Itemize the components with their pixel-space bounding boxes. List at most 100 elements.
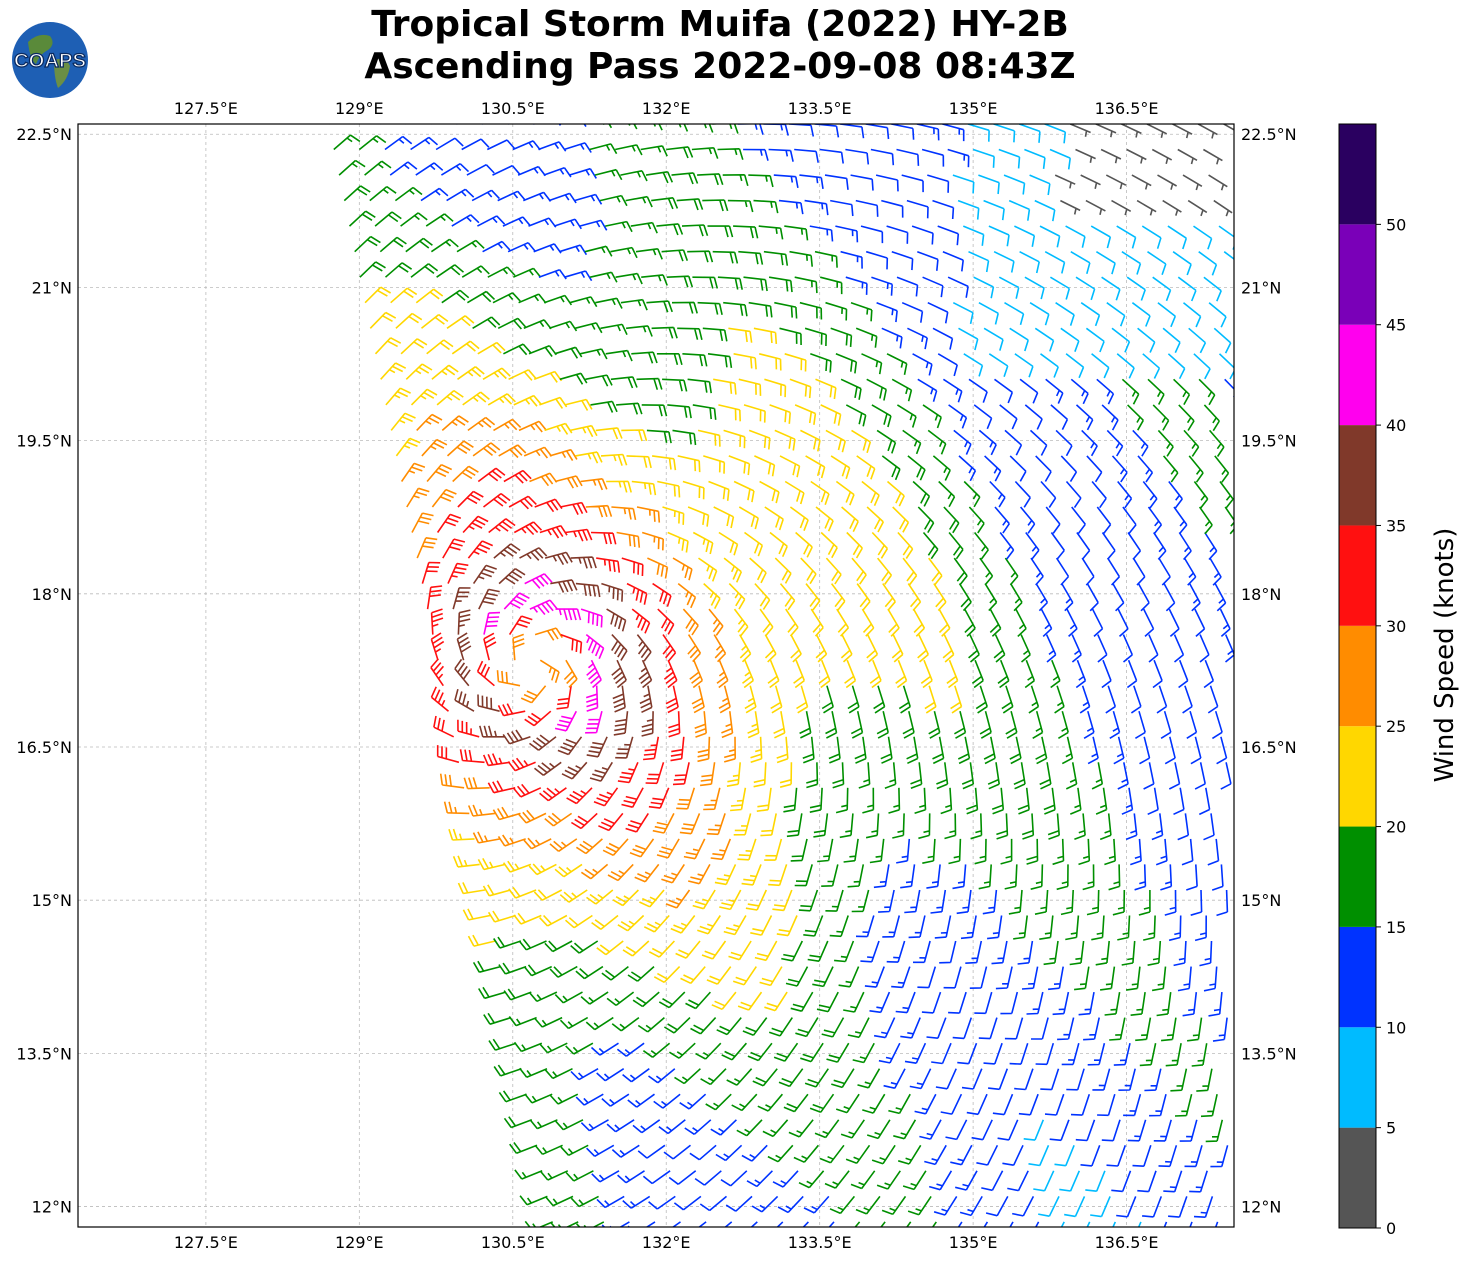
wind-barb bbox=[1212, 1017, 1228, 1042]
lat-tick-label-right: 18°N bbox=[1241, 585, 1281, 604]
wind-barb bbox=[1151, 813, 1164, 841]
wind-barb bbox=[1086, 583, 1099, 612]
wind-barb bbox=[1209, 557, 1222, 586]
wind-barb bbox=[1112, 583, 1125, 612]
wind-barb bbox=[1034, 1221, 1040, 1227]
wind-barb bbox=[884, 762, 897, 789]
wind-barb bbox=[1086, 1221, 1091, 1227]
wind-barb bbox=[1008, 889, 1023, 915]
wind-barb bbox=[1162, 199, 1182, 216]
wind-barb bbox=[788, 1119, 814, 1138]
wind-barb bbox=[616, 1042, 645, 1057]
wind-barb bbox=[565, 528, 593, 542]
wind-barb bbox=[643, 914, 670, 933]
wind-barb bbox=[559, 372, 588, 385]
wind-barb bbox=[843, 838, 859, 863]
wind-barb bbox=[385, 387, 411, 406]
wind-barb bbox=[847, 685, 860, 714]
wind-barb bbox=[907, 455, 926, 481]
wind-barb bbox=[369, 311, 397, 329]
wind-barb bbox=[1101, 404, 1119, 431]
wind-barb bbox=[1109, 1017, 1126, 1041]
wind-barb bbox=[1224, 634, 1234, 663]
wind-barb bbox=[687, 378, 712, 394]
wind-barb bbox=[1211, 710, 1223, 740]
wind-barb bbox=[1141, 225, 1162, 249]
wind-barb bbox=[845, 1144, 871, 1164]
wind-barb bbox=[966, 787, 979, 815]
wind-barb bbox=[843, 991, 865, 1013]
lat-tick-label-left: 21°N bbox=[32, 278, 72, 297]
wind-barb bbox=[971, 659, 984, 689]
lon-tick-label-bottom: 129°E bbox=[335, 1233, 384, 1252]
wind-barb bbox=[703, 455, 726, 474]
wind-barb bbox=[457, 882, 486, 895]
wind-barb bbox=[832, 762, 845, 789]
wind-barb bbox=[1134, 864, 1147, 891]
wind-barb bbox=[799, 174, 824, 190]
wind-barb bbox=[1069, 940, 1085, 966]
wind-barb bbox=[1061, 583, 1074, 612]
wind-barb bbox=[561, 761, 588, 780]
wind-barb bbox=[585, 504, 613, 518]
wind-barb bbox=[1097, 1093, 1116, 1117]
wind-barb bbox=[1091, 608, 1104, 637]
wind-barb bbox=[1132, 429, 1149, 457]
wind-barb bbox=[743, 404, 766, 423]
wind-barb bbox=[781, 940, 804, 962]
wind-barb bbox=[974, 838, 987, 865]
wind-barb bbox=[772, 889, 793, 912]
wind-barb bbox=[876, 557, 893, 585]
wind-barb bbox=[932, 199, 955, 220]
wind-barb bbox=[384, 135, 413, 151]
wind-barb bbox=[599, 194, 628, 207]
wind-barb bbox=[1009, 1042, 1029, 1065]
wind-barb bbox=[1178, 404, 1195, 431]
wind-barb bbox=[575, 582, 601, 598]
wind-barb bbox=[723, 301, 748, 317]
wind-barb bbox=[682, 353, 708, 367]
wind-barb bbox=[1147, 940, 1162, 966]
wind-barb bbox=[920, 659, 933, 689]
wind-barb bbox=[888, 787, 901, 814]
wind-barb bbox=[1211, 864, 1224, 891]
wind-barb bbox=[1086, 455, 1103, 483]
wind-barb bbox=[611, 634, 628, 661]
wind-barb bbox=[520, 685, 547, 704]
wind-barb bbox=[717, 148, 744, 160]
wind-barb bbox=[715, 1144, 743, 1162]
wind-barb bbox=[1167, 353, 1186, 380]
wind-barb bbox=[534, 1016, 563, 1028]
wind-barb bbox=[900, 1017, 921, 1039]
wind-barb bbox=[759, 608, 774, 637]
wind-barb bbox=[512, 267, 542, 278]
wind-barb bbox=[1043, 940, 1059, 966]
wind-barb bbox=[570, 940, 599, 954]
wind-barb bbox=[466, 290, 496, 304]
wind-barb bbox=[430, 124, 433, 125]
wind-barb bbox=[446, 440, 474, 457]
wind-barb bbox=[764, 991, 788, 1012]
wind-barb bbox=[1136, 199, 1157, 216]
wind-barb bbox=[524, 710, 552, 727]
wind-barb bbox=[634, 863, 660, 883]
colorbar-tick-label: 45 bbox=[1386, 316, 1406, 335]
wind-barb bbox=[1050, 532, 1065, 560]
wind-barb bbox=[606, 991, 635, 1007]
wind-barb bbox=[825, 889, 844, 912]
lat-tick-label-left: 12°N bbox=[32, 1198, 72, 1217]
wind-barb bbox=[1019, 250, 1040, 274]
wind-barb bbox=[1055, 302, 1075, 326]
wind-barb bbox=[430, 658, 445, 687]
wind-barb bbox=[591, 1170, 620, 1183]
wind-barb bbox=[461, 265, 490, 278]
wind-barb bbox=[1091, 353, 1110, 379]
wind-barb bbox=[648, 1195, 676, 1210]
wind-barb bbox=[1080, 302, 1101, 327]
wind-barb bbox=[1040, 353, 1059, 378]
wind-barb bbox=[712, 250, 739, 264]
wind-barb bbox=[570, 424, 598, 438]
wind-barb bbox=[934, 915, 952, 939]
wind-barb bbox=[824, 174, 849, 190]
wind-barb bbox=[965, 940, 983, 964]
